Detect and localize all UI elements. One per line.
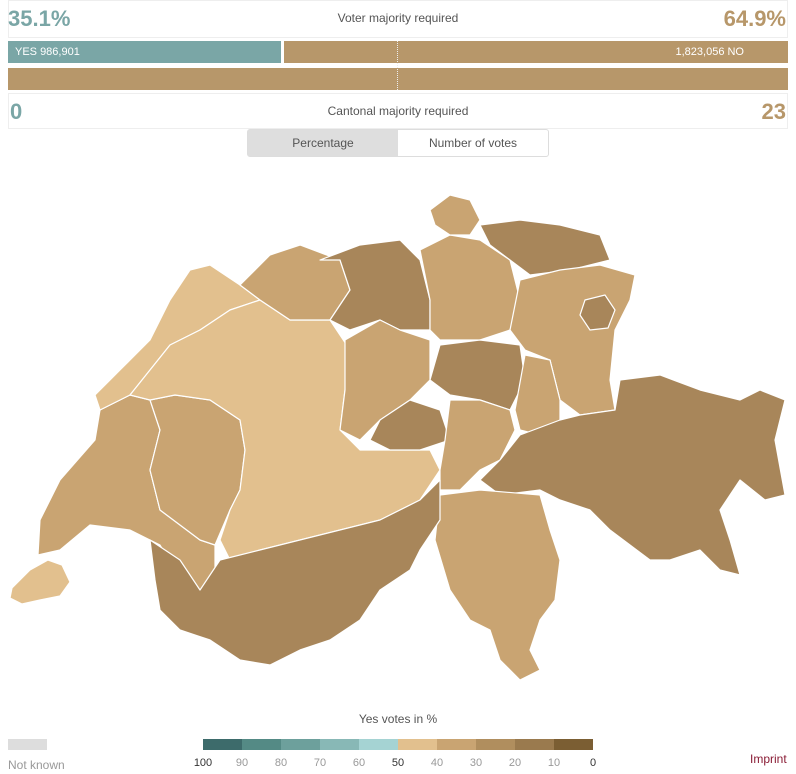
majority-midline bbox=[397, 41, 398, 90]
canton-geneva[interactable] bbox=[9, 559, 71, 605]
legend-swatch bbox=[476, 739, 515, 750]
cantonal-majority-label: Cantonal majority required bbox=[327, 104, 469, 118]
canton-valais[interactable] bbox=[149, 479, 441, 666]
no-votes-text: 1,823,056 NO bbox=[675, 46, 745, 58]
canton-ticino[interactable] bbox=[434, 489, 561, 681]
cantons-bar bbox=[8, 68, 788, 90]
canton-graubunden[interactable] bbox=[479, 374, 786, 576]
legend-tick: 50 bbox=[391, 757, 405, 769]
percentage-tab[interactable]: Percentage bbox=[248, 130, 398, 156]
voter-majority-label: Voter majority required bbox=[337, 11, 459, 25]
canton-obwalden[interactable] bbox=[369, 399, 451, 451]
legend-swatch bbox=[203, 739, 242, 750]
cantons-yes: 0 bbox=[10, 99, 23, 124]
legend-swatch bbox=[242, 739, 281, 750]
no-percent: 64.9% bbox=[723, 6, 786, 31]
legend-tick: 30 bbox=[469, 757, 483, 769]
number-of-votes-tab[interactable]: Number of votes bbox=[428, 136, 518, 150]
switzerland-canton-map bbox=[9, 194, 786, 681]
cantons-no: 23 bbox=[761, 99, 786, 124]
yes-votes-bar: YES 986,901 bbox=[8, 41, 281, 63]
cantonal-majority-panel bbox=[8, 93, 788, 129]
yes-votes-text: YES 986,901 bbox=[15, 46, 80, 58]
legend-tick: 80 bbox=[274, 757, 288, 769]
legend-swatch bbox=[515, 739, 554, 750]
not-known-label: Not known bbox=[8, 758, 65, 772]
canton-uri[interactable] bbox=[439, 399, 516, 491]
canton-schaffhausen[interactable] bbox=[429, 194, 481, 236]
legend-swatch bbox=[437, 739, 476, 750]
legend-swatch bbox=[281, 739, 320, 750]
legend-swatch bbox=[320, 739, 359, 750]
legend-tick: 0 bbox=[589, 757, 597, 769]
legend-tick: 40 bbox=[430, 757, 444, 769]
legend-tick: 70 bbox=[313, 757, 327, 769]
legend-tick: 60 bbox=[352, 757, 366, 769]
voter-majority-panel bbox=[8, 0, 788, 38]
legend-swatch bbox=[359, 739, 398, 750]
imprint-link[interactable]: Imprint bbox=[750, 752, 787, 766]
yes-percent: 35.1% bbox=[8, 6, 71, 31]
no-votes-bar: 1,823,056 NO bbox=[284, 41, 788, 63]
canton-appenzell[interactable] bbox=[579, 294, 616, 331]
legend-tick: 90 bbox=[235, 757, 249, 769]
legend-title: Yes votes in % bbox=[358, 712, 438, 726]
legend-swatch bbox=[398, 739, 437, 750]
view-toggle: Percentage Number of votes bbox=[247, 129, 549, 157]
legend-tick: 100 bbox=[193, 757, 213, 769]
not-known-swatch bbox=[8, 739, 47, 750]
legend-tick: 10 bbox=[547, 757, 561, 769]
canton-thurgau[interactable] bbox=[479, 219, 611, 276]
legend-swatch bbox=[554, 739, 593, 750]
legend-tick: 20 bbox=[508, 757, 522, 769]
